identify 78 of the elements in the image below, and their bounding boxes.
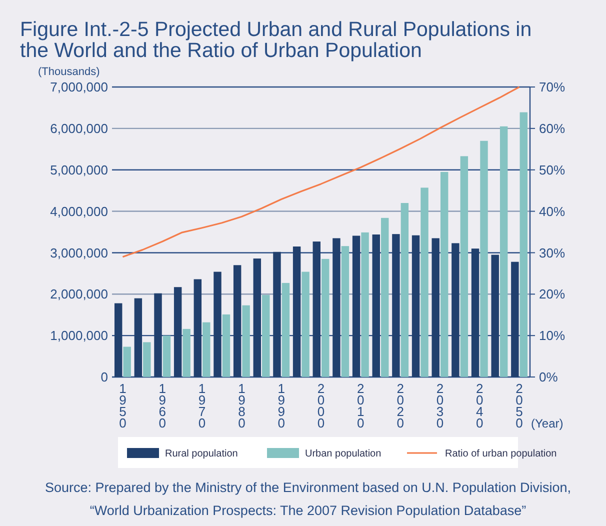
bar bbox=[174, 287, 182, 377]
text: “World Urbanization Prospects: The 2007 Revision Population Database” bbox=[90, 503, 526, 518]
y-axis-title: (Thousands) bbox=[38, 66, 100, 78]
bar bbox=[341, 246, 350, 377]
y2-tick-label: 40% bbox=[539, 204, 566, 219]
bar bbox=[420, 188, 428, 377]
y2-tick-label: 30% bbox=[539, 245, 566, 260]
legend-label: Rural population bbox=[165, 448, 238, 460]
x-tick-label: 2040 bbox=[476, 381, 484, 430]
x-tick-label: 2030 bbox=[436, 381, 444, 430]
bar bbox=[194, 279, 202, 377]
bar bbox=[262, 294, 270, 377]
bar bbox=[143, 342, 151, 377]
bar bbox=[242, 305, 250, 377]
bar bbox=[322, 258, 330, 377]
legend-label: Urban population bbox=[305, 448, 382, 460]
bar bbox=[440, 172, 448, 377]
bar bbox=[471, 248, 480, 377]
y2-tick-label: 0% bbox=[539, 370, 558, 385]
bar bbox=[361, 232, 369, 377]
bar bbox=[123, 346, 131, 377]
bar bbox=[114, 303, 122, 377]
y-tick-label: 4,000,000 bbox=[50, 204, 108, 219]
x-tick-label: 1960 bbox=[158, 381, 166, 430]
chart-title: Figure Int.-2-5 Projected Urban and Rural Populations in the World and the Ratio of Urban Population bbox=[20, 18, 532, 62]
y2-tick-label: 70% bbox=[539, 80, 566, 95]
x-tick-label: 1970 bbox=[198, 381, 206, 430]
y-tick-label: 1,000,000 bbox=[50, 328, 108, 344]
y-tick-label: 5,000,000 bbox=[50, 162, 108, 178]
bar bbox=[491, 254, 499, 377]
x-tick-label: 2020 bbox=[396, 381, 404, 430]
line-series bbox=[122, 86, 520, 258]
bar bbox=[332, 238, 340, 377]
bar bbox=[460, 156, 468, 377]
x-tick-label: 1980 bbox=[238, 381, 246, 430]
bar bbox=[233, 265, 242, 377]
bar bbox=[182, 328, 190, 377]
bar bbox=[273, 252, 281, 377]
bar bbox=[214, 272, 222, 377]
bar bbox=[380, 218, 389, 377]
x-axis-title: (Year) bbox=[531, 416, 564, 430]
bar bbox=[312, 242, 320, 377]
y2-tick-label: 20% bbox=[539, 286, 566, 302]
bar bbox=[452, 243, 460, 377]
bar bbox=[511, 262, 519, 377]
y-tick-label: 3,000,000 bbox=[50, 245, 108, 260]
y-tick-label: 7,000,000 bbox=[50, 80, 108, 95]
bar bbox=[372, 234, 380, 377]
y2-tick-label: 10% bbox=[539, 328, 566, 344]
bar bbox=[292, 246, 301, 377]
bar bbox=[392, 234, 400, 377]
y-tick-label: 0 bbox=[100, 370, 108, 385]
bar bbox=[154, 293, 162, 377]
y-tick-label: 6,000,000 bbox=[50, 120, 108, 136]
x-tick-label: 2000 bbox=[317, 381, 325, 430]
bar bbox=[282, 282, 290, 377]
source-note: Source: Prepared by the Ministry of the Environment based on U.N. Population Division, bbox=[44, 480, 572, 495]
y-tick-label: 2,000,000 bbox=[50, 286, 108, 302]
bar bbox=[520, 112, 528, 377]
legend-label: Ratio of urban population bbox=[445, 448, 557, 460]
x-tick-label: 1950 bbox=[119, 381, 126, 430]
bar bbox=[162, 336, 171, 377]
bar bbox=[134, 298, 142, 377]
bar bbox=[400, 203, 409, 377]
bar bbox=[412, 235, 420, 377]
x-tick-label: 2010 bbox=[357, 381, 364, 430]
bar bbox=[302, 272, 310, 377]
x-tick-label: 2050 bbox=[516, 381, 523, 430]
bar bbox=[352, 236, 360, 377]
bar bbox=[500, 126, 508, 377]
x-tick-label: 1990 bbox=[278, 381, 285, 430]
y2-tick-label: 60% bbox=[539, 120, 566, 136]
bar bbox=[432, 238, 440, 377]
y2-tick-label: 50% bbox=[539, 162, 566, 178]
bar bbox=[202, 322, 210, 377]
bar bbox=[222, 314, 230, 377]
bar bbox=[253, 258, 262, 377]
bar bbox=[480, 140, 488, 377]
